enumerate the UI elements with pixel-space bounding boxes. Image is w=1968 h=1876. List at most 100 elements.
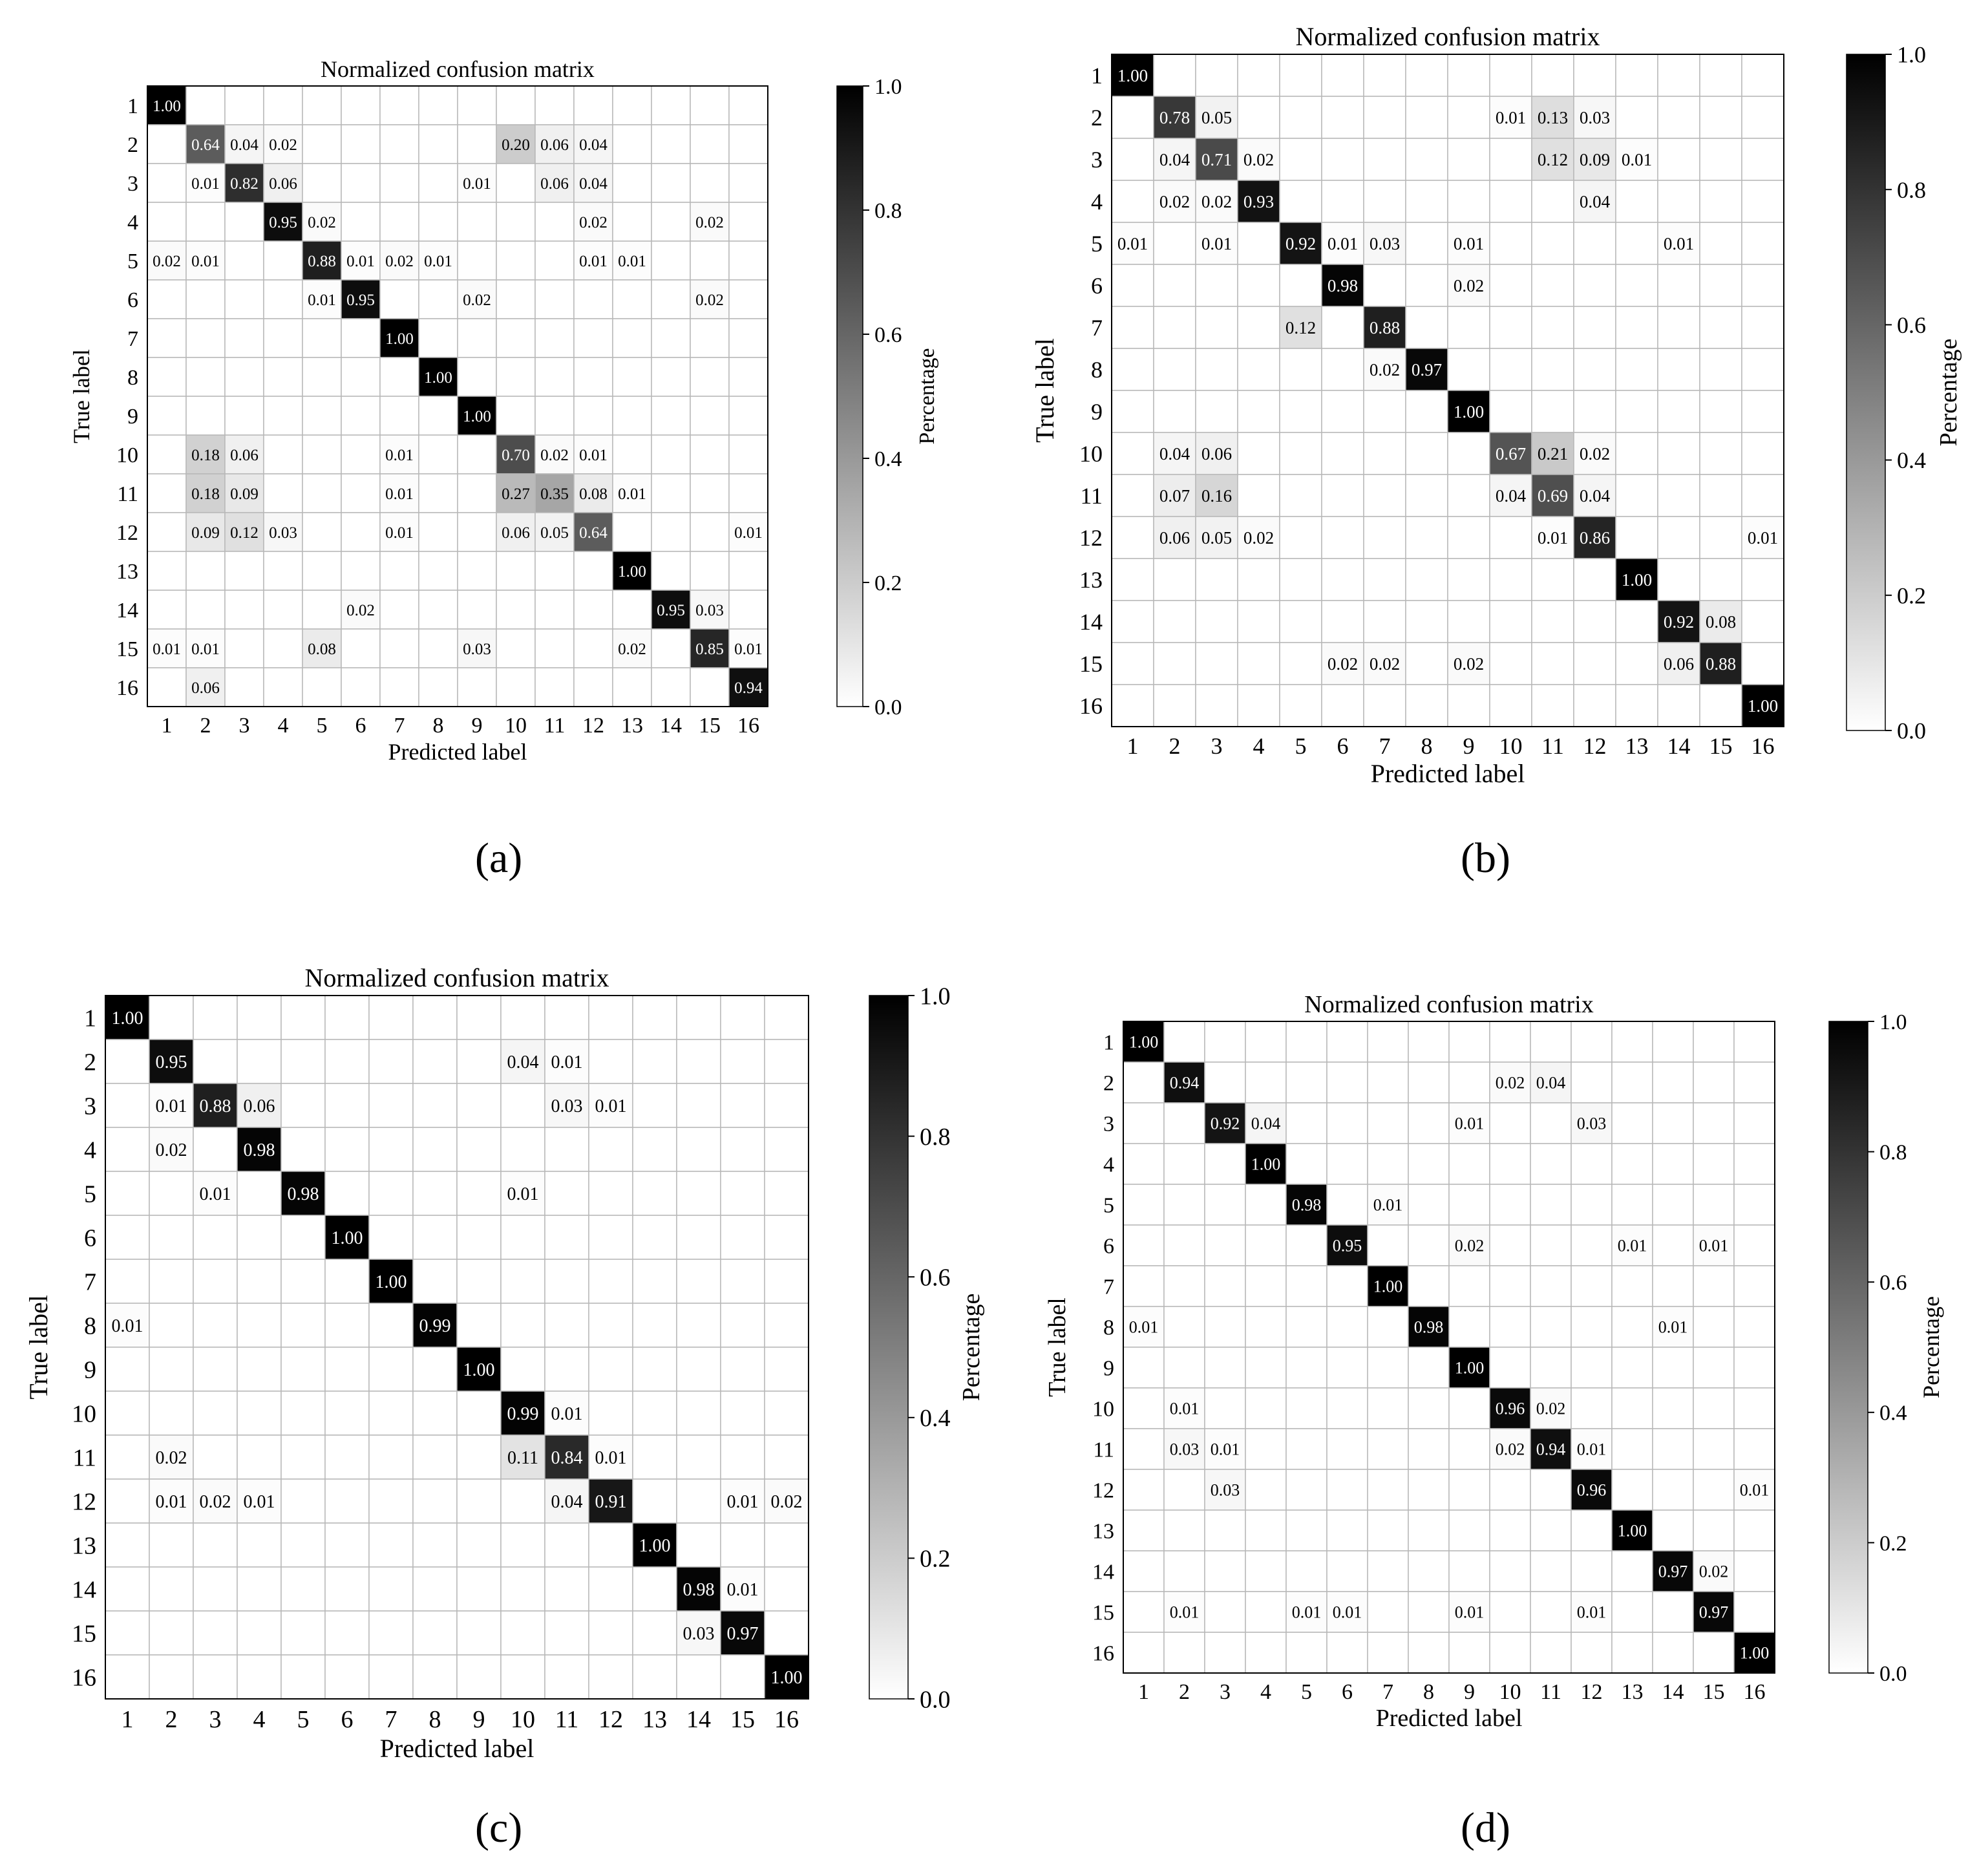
matrix-cell (500, 1083, 545, 1128)
matrix-cell (1447, 138, 1490, 181)
matrix-cell (457, 279, 497, 319)
cell-value-label: 1.00 (1748, 696, 1778, 716)
matrix-cell (1279, 600, 1322, 643)
matrix-cell (1733, 1469, 1775, 1511)
matrix-cell (412, 1171, 458, 1216)
matrix-cell (1448, 1184, 1490, 1226)
matrix-cell (632, 1654, 677, 1700)
matrix-cell (456, 1391, 502, 1436)
x-tick-label: 4 (1260, 1680, 1271, 1704)
matrix-cell (193, 1610, 238, 1656)
y-tick-label: 1 (84, 1005, 96, 1032)
cell-value-label: 0.02 (1496, 1074, 1525, 1093)
x-tick-label: 9 (1464, 1680, 1475, 1704)
cell-value-label: 1.00 (1129, 1033, 1159, 1052)
matrix-cell (1489, 432, 1532, 475)
matrix-cell (1326, 1347, 1368, 1389)
x-tick-label: 4 (1253, 733, 1265, 759)
y-tick-label: 7 (1091, 315, 1103, 341)
matrix-cell (418, 551, 458, 591)
matrix-cell (1408, 1184, 1450, 1226)
matrix-cell (1489, 1469, 1531, 1511)
matrix-cell (1571, 1061, 1613, 1103)
y-tick-label: 3 (1091, 147, 1103, 173)
matrix-cell (324, 1215, 370, 1260)
matrix-cell (302, 163, 342, 203)
matrix-cell (1652, 1224, 1694, 1266)
matrix-cell (573, 628, 613, 668)
matrix-cell (105, 1566, 150, 1612)
cell-value-label: 0.03 (1580, 108, 1610, 127)
matrix-cell (690, 551, 730, 591)
matrix-cell (412, 1610, 458, 1656)
x-tick-label: 11 (555, 1706, 579, 1733)
matrix-cell (1531, 54, 1574, 97)
cell-value-label: 0.18 (191, 447, 220, 464)
matrix-cell (1652, 1102, 1694, 1144)
matrix-cell (263, 434, 303, 474)
cell-value-label: 0.12 (1286, 318, 1316, 337)
matrix-cell (324, 1391, 370, 1436)
matrix-cell (496, 473, 536, 513)
matrix-cell (728, 628, 768, 668)
matrix-cell (496, 551, 536, 591)
matrix-cell (1245, 1387, 1287, 1429)
matrix-cell (1652, 1347, 1694, 1389)
matrix-cell (105, 1171, 150, 1216)
matrix-cell (341, 434, 381, 474)
matrix-cell (457, 551, 497, 591)
matrix-cell (1237, 54, 1280, 97)
matrix-cell (105, 1039, 150, 1084)
x-tick-label: 11 (1540, 1680, 1561, 1704)
cell-value-label: 0.02 (1699, 1562, 1729, 1581)
matrix-cell (1405, 222, 1448, 265)
matrix-cell (324, 1083, 370, 1128)
matrix-cell (1611, 1224, 1653, 1266)
matrix-cell (368, 1083, 414, 1128)
cell-value-label: 0.64 (191, 136, 220, 154)
matrix-cell (1237, 642, 1280, 685)
matrix-cell (1405, 54, 1448, 97)
matrix-cell (1652, 1265, 1694, 1307)
y-tick-label: 15 (1092, 1601, 1114, 1625)
cell-value-label: 1.00 (153, 98, 181, 115)
matrix-cell (1111, 54, 1154, 97)
matrix-cell (1279, 54, 1322, 97)
matrix-cell (690, 318, 730, 358)
cell-value-label: 0.85 (695, 641, 724, 658)
matrix-cell (1571, 1265, 1613, 1307)
matrix-cell (1733, 1387, 1775, 1429)
matrix-cell (1111, 558, 1154, 601)
matrix-cell (1408, 1632, 1450, 1674)
y-tick-label: 12 (1079, 525, 1103, 551)
cell-value-label: 0.06 (1664, 654, 1694, 674)
matrix-cell (105, 1391, 150, 1436)
matrix-cell (1699, 54, 1742, 97)
matrix-cell (720, 1171, 765, 1216)
matrix-cell (1245, 1306, 1287, 1348)
panel-label-c: (c) (475, 1804, 523, 1851)
matrix-cell (418, 628, 458, 668)
matrix-cell (1286, 1591, 1328, 1633)
matrix-cell (379, 279, 419, 319)
matrix-cell (1447, 96, 1490, 139)
matrix-cell (612, 279, 652, 319)
cell-value-label: 0.04 (1496, 486, 1527, 506)
matrix-cell (456, 1039, 502, 1084)
matrix-cell (1163, 1224, 1205, 1266)
cell-value-label: 0.01 (346, 253, 375, 270)
matrix-cell (1741, 642, 1784, 685)
matrix-cell (1699, 684, 1742, 727)
matrix-cell (728, 434, 768, 474)
matrix-cell (1693, 1021, 1735, 1063)
y-tick-label: 9 (84, 1356, 96, 1383)
matrix-cell (1321, 264, 1364, 307)
matrix-cell (1652, 1591, 1694, 1633)
matrix-cell (185, 240, 226, 281)
matrix-cell (1530, 1021, 1572, 1063)
matrix-cell (496, 590, 536, 630)
matrix-cell (1367, 1387, 1409, 1429)
matrix-cell (1237, 264, 1280, 307)
matrix-cell (149, 995, 194, 1040)
matrix-cell (1489, 306, 1532, 349)
